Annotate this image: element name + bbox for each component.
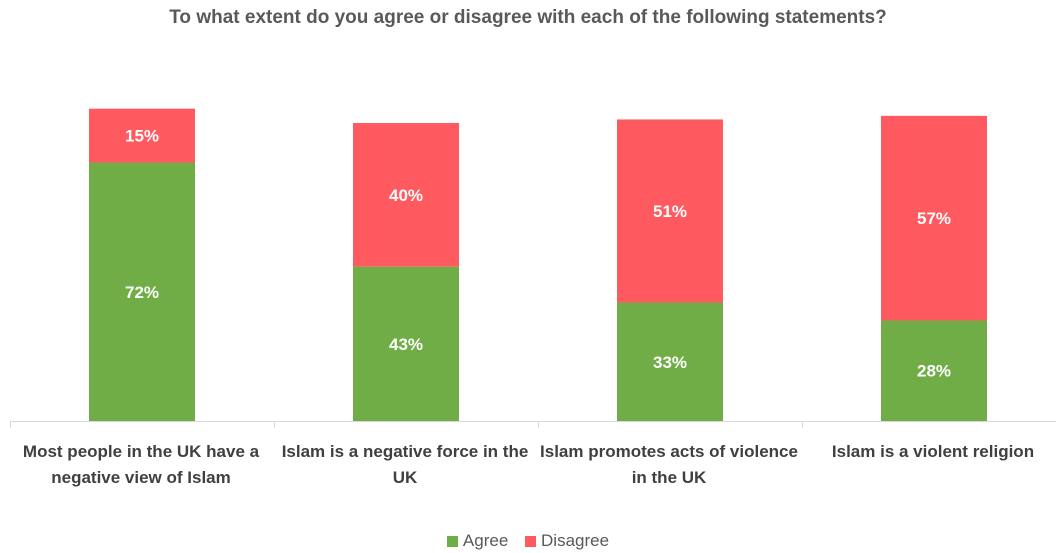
legend-item-disagree: Disagree [525,531,609,551]
bar-disagree-4 [881,115,987,321]
legend-swatch-disagree [525,535,537,547]
bar-agree-3 [617,302,723,421]
category-label: Islam promotes acts of violence in the U… [540,442,798,487]
legend: Agree Disagree [0,531,1056,552]
category-label: Islam is a negative force in the UK [281,442,529,487]
legend-swatch-agree [446,535,458,547]
bar-agree-2 [353,266,459,421]
bar-agree-4 [881,320,987,421]
data-label-disagree-4: 57% [917,209,951,228]
category-label: Most people in the UK have a negative vi… [22,442,260,487]
bar-disagree-2 [353,123,459,267]
legend-label: Agree [462,531,509,550]
bar-agree-1 [89,162,195,421]
legend-label: Disagree [541,531,610,550]
data-label-disagree-2: 40% [389,186,423,205]
data-label-agree-4: 28% [917,362,951,381]
data-label-disagree-1: 15% [125,127,159,146]
chart-title: To what extent do you agree or disagree … [169,7,887,28]
data-label-agree-1: 72% [125,283,159,302]
data-label-agree-2: 43% [389,335,423,354]
bar-disagree-1 [89,108,195,163]
legend-item-agree: Agree [446,531,509,551]
bar-disagree-3 [617,119,723,303]
data-label-agree-3: 33% [653,353,687,372]
data-label-disagree-3: 51% [653,202,687,221]
category-label: Islam is a violent religion [831,442,1035,461]
